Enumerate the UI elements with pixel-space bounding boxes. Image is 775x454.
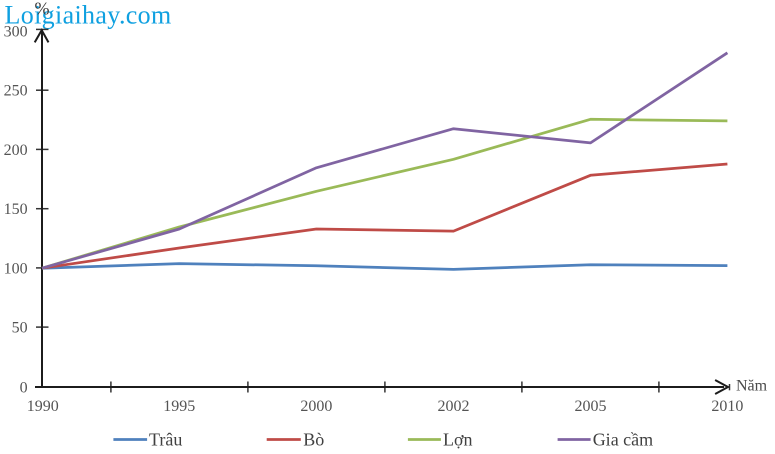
svg-text:1990: 1990: [27, 398, 59, 415]
svg-text:0: 0: [20, 380, 28, 397]
svg-text:Bò: Bò: [303, 430, 324, 450]
svg-text:%: %: [35, 0, 50, 19]
svg-text:Năm: Năm: [736, 377, 768, 394]
svg-text:Loigiaihay.com: Loigiaihay.com: [5, 0, 172, 29]
svg-text:200: 200: [4, 142, 28, 159]
svg-text:100: 100: [4, 260, 28, 277]
svg-text:2002: 2002: [438, 398, 470, 415]
svg-text:2000: 2000: [300, 398, 332, 415]
svg-text:Lợn: Lợn: [443, 430, 473, 450]
svg-text:300: 300: [4, 24, 28, 41]
svg-text:250: 250: [4, 83, 28, 100]
svg-text:150: 150: [4, 201, 28, 218]
svg-text:50: 50: [12, 320, 28, 337]
svg-text:Trâu: Trâu: [149, 430, 182, 450]
svg-text:Gia cầm: Gia cầm: [593, 430, 653, 450]
svg-text:2010: 2010: [711, 398, 743, 415]
svg-text:2005: 2005: [575, 398, 607, 415]
svg-text:1995: 1995: [163, 398, 195, 415]
